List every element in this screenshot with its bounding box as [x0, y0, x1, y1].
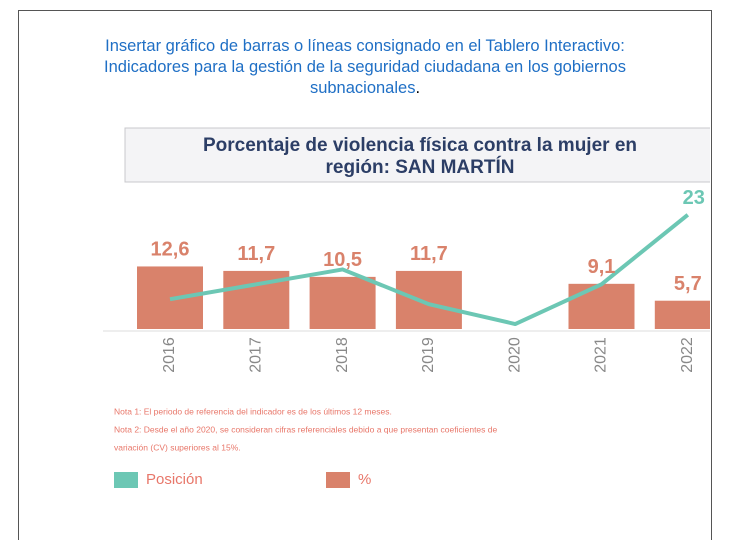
bar	[568, 283, 635, 329]
note: variación (CV) superiores al 15%.	[114, 442, 241, 452]
chart-image: Porcentaje de violencia física contra la…	[103, 123, 710, 497]
title-box	[124, 127, 710, 183]
note: Nota 1: El periodo de referencia del ind…	[114, 406, 392, 416]
x-tick-label: 2016	[161, 337, 178, 373]
intro-period: .	[415, 79, 421, 97]
legend-swatch	[326, 472, 350, 488]
x-tick-label: 2017	[248, 337, 265, 373]
bar	[309, 276, 376, 329]
line	[169, 213, 690, 327]
chart: Porcentaje de violencia física contra la…	[103, 123, 710, 497]
legend-swatch	[114, 472, 138, 488]
x-tick-label: 2022	[679, 337, 696, 373]
data-label: 5,7	[674, 273, 702, 295]
bar	[654, 300, 710, 329]
data-label: 11,7	[410, 243, 448, 265]
data-label: 9,1	[588, 256, 616, 278]
page-frame	[18, 10, 712, 540]
chart-title: Porcentaje de violencia física contra la…	[203, 135, 637, 156]
data-label: 23	[683, 187, 705, 209]
chart-title: región: SAN MARTÍN	[326, 156, 515, 178]
intro-text: Insertar gráfico de barras o líneas cons…	[30, 36, 700, 99]
intro-line: subnacionales.	[30, 78, 700, 99]
intro-line: Indicadores para la gestión de la seguri…	[104, 58, 626, 76]
data-label: 11,7	[237, 243, 275, 265]
x-tick-label: 2020	[506, 337, 523, 373]
x-tick-label: 2021	[593, 337, 610, 373]
bar	[395, 270, 462, 329]
legend-label: %	[358, 471, 371, 488]
intro-line-text: subnacionales	[309, 79, 416, 97]
note: Nota 2: Desde el año 2020, se consideran…	[114, 424, 497, 434]
data-label: 10,5	[323, 249, 362, 271]
x-tick-label: 2019	[420, 337, 437, 373]
intro-line: Insertar gráfico de barras o líneas cons…	[105, 37, 625, 55]
x-tick-label: 2018	[334, 337, 351, 373]
legend-label: Posición	[146, 471, 203, 488]
data-label: 12,6	[151, 239, 190, 261]
